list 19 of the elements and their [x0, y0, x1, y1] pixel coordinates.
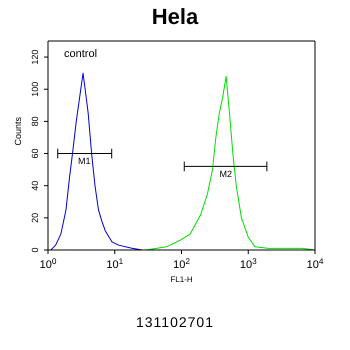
annotation: control — [64, 48, 98, 60]
x-tick-label: 10$^{1}$ — [106, 256, 124, 271]
annotation: M1 — [78, 156, 91, 166]
x-tick-label: 10$^{3}$ — [240, 256, 258, 271]
text: 131102701 — [134, 314, 216, 330]
y-tick-label: 80 — [30, 116, 40, 126]
y-tick-label: 60 — [30, 148, 40, 159]
chart-title: Hela — [150, 4, 200, 30]
y-tick-label: 20 — [30, 212, 40, 223]
y-tick-label: 120 — [30, 50, 40, 65]
y-axis-title: Counts — [13, 116, 24, 146]
x-tick-label: 10$^{0}$ — [40, 256, 57, 271]
x-axis-title: FL1-H — [170, 275, 193, 284]
y-tick-label: 40 — [30, 180, 40, 191]
x-tick-label: 10$^{4}$ — [306, 256, 324, 271]
y-tick-label: 0 — [30, 247, 40, 253]
y-tick-label: 100 — [30, 82, 40, 97]
annotation: M2 — [219, 168, 232, 179]
x-tick-label: 10$^{2}$ — [173, 256, 190, 271]
